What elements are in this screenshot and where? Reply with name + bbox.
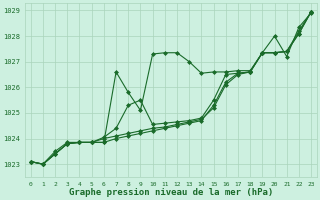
X-axis label: Graphe pression niveau de la mer (hPa): Graphe pression niveau de la mer (hPa) xyxy=(69,188,273,197)
